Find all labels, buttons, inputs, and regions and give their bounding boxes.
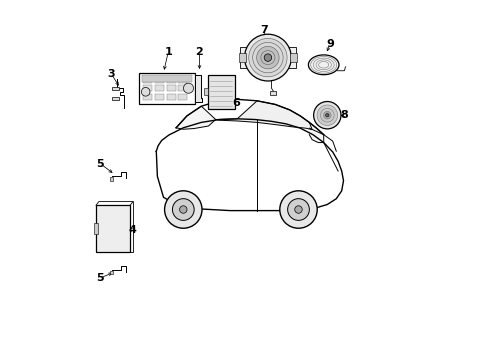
Polygon shape [195, 75, 202, 102]
Bar [239, 53, 246, 62]
Text: 4: 4 [129, 225, 137, 235]
Bar [166, 94, 175, 100]
Polygon shape [176, 106, 215, 129]
Circle shape [252, 42, 283, 73]
Bar [240, 47, 295, 68]
Circle shape [260, 51, 274, 65]
Bar [178, 94, 187, 100]
Bar [110, 271, 113, 274]
Circle shape [323, 111, 330, 119]
Circle shape [141, 87, 150, 96]
Bar [142, 94, 151, 100]
Bar [154, 76, 163, 82]
Bar [112, 87, 119, 90]
Polygon shape [309, 122, 323, 143]
Bar [166, 76, 175, 82]
Text: 2: 2 [195, 47, 203, 57]
Bar [110, 177, 113, 181]
Bar [112, 97, 119, 100]
Text: 6: 6 [232, 98, 240, 108]
Circle shape [248, 39, 286, 77]
Circle shape [183, 83, 193, 93]
Bar [289, 53, 296, 62]
Ellipse shape [308, 55, 338, 75]
Circle shape [164, 191, 202, 228]
Circle shape [316, 105, 337, 125]
Text: 9: 9 [325, 39, 333, 49]
Bar [154, 85, 163, 91]
Bar [142, 85, 151, 91]
Polygon shape [215, 101, 311, 130]
Bar [203, 88, 207, 95]
Bar [142, 76, 192, 82]
Circle shape [287, 199, 309, 220]
Circle shape [325, 113, 328, 117]
Circle shape [179, 206, 187, 213]
Bar [142, 76, 151, 82]
Bar [139, 73, 195, 104]
Text: 1: 1 [164, 47, 172, 57]
Bar [207, 75, 234, 109]
Bar [96, 205, 130, 252]
Circle shape [172, 199, 194, 220]
Text: 7: 7 [260, 24, 267, 35]
Bar [178, 85, 187, 91]
Bar [94, 223, 98, 234]
Text: 8: 8 [340, 110, 348, 120]
Bar [178, 76, 187, 82]
Text: 5: 5 [97, 159, 104, 169]
Text: 3: 3 [107, 69, 115, 79]
Circle shape [244, 34, 291, 81]
Bar [166, 85, 175, 91]
Circle shape [256, 46, 279, 69]
Circle shape [264, 54, 271, 61]
Circle shape [320, 108, 333, 122]
Bar [269, 91, 276, 95]
Circle shape [279, 191, 317, 228]
Circle shape [294, 206, 302, 213]
Text: 5: 5 [97, 273, 104, 283]
Bar [154, 94, 163, 100]
Circle shape [313, 102, 340, 129]
